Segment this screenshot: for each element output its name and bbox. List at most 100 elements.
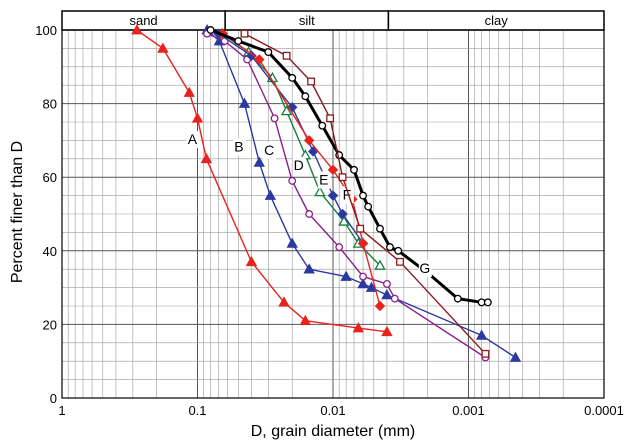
data-point [314, 185, 326, 197]
data-point [253, 156, 265, 167]
data-point [352, 322, 365, 333]
series-a: A [131, 24, 393, 337]
y-tick-label: 40 [43, 244, 57, 259]
data-point [453, 294, 462, 303]
x-axis-title: D, grain diameter (mm) [251, 423, 415, 440]
series-label: D [294, 157, 304, 173]
data-point [191, 112, 204, 123]
series-label: A [188, 131, 198, 147]
data-point [338, 173, 347, 182]
data-point [396, 257, 405, 266]
data-point [288, 176, 297, 185]
x-tick-label: 0.1 [188, 403, 206, 418]
data-point [246, 50, 257, 61]
series-f: F [217, 28, 386, 312]
size-class-label: sand [129, 13, 157, 28]
data-point [340, 270, 352, 281]
data-point [234, 37, 243, 45]
data-point [318, 121, 327, 130]
data-point [509, 351, 522, 362]
data-point [157, 42, 169, 53]
data-point [286, 102, 298, 113]
series-label: C [264, 142, 274, 158]
series-group: A B C DEF G [131, 24, 522, 362]
data-point [303, 263, 315, 274]
series-unlabeled [240, 29, 490, 358]
data-point [357, 277, 369, 289]
data-point [359, 191, 368, 200]
data-point [299, 314, 312, 326]
data-point [356, 224, 365, 233]
data-point [206, 26, 215, 34]
data-point [382, 279, 391, 288]
data-point [238, 97, 251, 108]
series-line [136, 29, 387, 333]
size-class-label: silt [299, 13, 315, 28]
data-point [286, 237, 298, 248]
data-point [245, 255, 258, 267]
series-label: E [319, 172, 328, 188]
data-point [483, 298, 492, 307]
data-point [307, 77, 316, 86]
data-point [338, 215, 350, 226]
data-point [282, 51, 291, 60]
y-tick-label: 0 [50, 391, 57, 406]
data-point [183, 86, 195, 97]
y-axis-title: Percent finer than D [9, 141, 26, 283]
series-label: F [343, 186, 352, 202]
series-label: G [419, 260, 430, 276]
x-tick-label: 0.01 [320, 403, 345, 418]
x-tick-label: 0.001 [452, 403, 485, 418]
data-point [303, 135, 315, 146]
y-tick-label: 20 [43, 317, 57, 332]
data-point [337, 208, 348, 220]
data-point [374, 300, 386, 312]
data-point [390, 294, 399, 303]
series-label-bg [418, 259, 432, 277]
data-point [381, 289, 393, 300]
x-tick-label: 0.0001 [584, 403, 624, 418]
data-point [385, 243, 394, 252]
data-point [374, 259, 386, 270]
series-label: B [234, 138, 243, 154]
grid [62, 30, 605, 398]
data-point [278, 296, 290, 307]
data-point [359, 272, 368, 281]
data-point [357, 238, 369, 249]
data-point [376, 224, 384, 233]
data-point [365, 281, 378, 292]
plot-frame [61, 29, 605, 399]
data-point [200, 152, 213, 164]
data-point [326, 114, 335, 123]
series-b: B [201, 24, 522, 362]
data-point [264, 189, 277, 200]
data-point [350, 165, 358, 174]
data-point [254, 54, 265, 65]
data-point [264, 48, 273, 57]
data-point [394, 246, 403, 255]
series-label-bg [292, 156, 306, 174]
data-point [364, 202, 373, 211]
tick-labels: 1 0.1 0.01 0.001 0.0001 0 20 40 60 80 100 [35, 23, 624, 418]
series-line [244, 33, 486, 355]
data-point [481, 349, 490, 358]
data-point [327, 164, 339, 176]
data-point [475, 329, 488, 340]
data-point [301, 92, 310, 101]
data-point [131, 24, 143, 35]
series-label-bg [317, 171, 331, 189]
data-point [335, 243, 344, 252]
data-point [381, 325, 393, 337]
series-label-bg [186, 131, 200, 149]
series-g: G [206, 26, 492, 307]
data-point [280, 105, 293, 116]
series-label-bg [263, 142, 277, 160]
data-point [305, 210, 314, 218]
y-tick-label: 80 [43, 97, 57, 112]
size-class-label: clay [485, 13, 509, 28]
size-class-bar: sand silt clay [61, 10, 605, 31]
y-tick-label: 60 [43, 170, 57, 185]
data-point [240, 29, 249, 38]
y-tick-label: 100 [35, 23, 57, 38]
